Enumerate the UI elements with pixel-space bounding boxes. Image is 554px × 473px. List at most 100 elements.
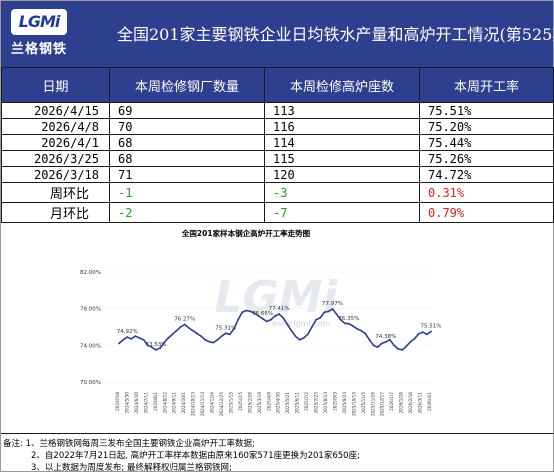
data-point: [241, 311, 244, 314]
cell-rate: 75.26%: [419, 150, 554, 167]
table-row: 2026/4/8 70 116 75.20%: [1, 118, 554, 135]
data-point: [360, 329, 363, 332]
data-point: [302, 337, 305, 339]
data-point: [376, 346, 379, 349]
data-point: [380, 342, 383, 345]
data-point: [196, 332, 198, 335]
data-point: [282, 316, 285, 319]
data-point: [146, 344, 149, 347]
x-tick-label: 2025/12/17: [380, 392, 385, 416]
data-point: [425, 333, 428, 336]
data-point: [187, 327, 190, 329]
data-point: [159, 347, 161, 349]
data-point: [364, 332, 367, 335]
cell-furnaces: 120: [264, 166, 420, 183]
x-tick-label: 2025/3/19: [257, 392, 262, 414]
column-header-date: 日期: [1, 67, 110, 103]
data-point: [233, 327, 235, 330]
data-label: 74.92%: [117, 329, 138, 335]
x-tick-label: 2026/4/1: [427, 392, 432, 411]
data-point: [171, 333, 174, 336]
cell-date: 2026/3/18: [1, 166, 110, 183]
data-point: [155, 349, 157, 351]
data-point: [183, 323, 186, 326]
cell-date: 2026/4/1: [1, 134, 110, 151]
data-point: [278, 313, 281, 315]
data-point: [237, 318, 239, 321]
x-tick-label: 2025/9/24: [342, 392, 347, 414]
data-point: [212, 341, 215, 344]
mom-furnaces: -7: [264, 202, 420, 223]
x-tick-label: 2024/11/13: [200, 392, 205, 416]
wow-rate: 0.31%: [419, 182, 554, 203]
y-tick-label: 82.00%: [80, 270, 101, 276]
table-row: 2026/3/18 71 120 74.72%: [1, 166, 554, 183]
wow-furnaces: -3: [264, 182, 420, 203]
data-point: [347, 322, 350, 325]
x-tick-label: 2024/10/23: [191, 392, 196, 416]
series-points: [118, 308, 432, 351]
cell-furnaces: 116: [264, 118, 420, 135]
data-point: [126, 336, 129, 338]
data-point: [311, 326, 313, 328]
table-row: 2026/3/25 68 115 75.26%: [1, 150, 554, 167]
cell-rate: 75.20%: [419, 118, 554, 135]
data-point: [163, 341, 166, 344]
x-tick-label: 2024/5/8: [115, 392, 120, 411]
data-label: 76.27%: [174, 317, 195, 323]
data-point: [331, 308, 334, 310]
data-point: [356, 327, 359, 330]
data-point: [138, 337, 141, 339]
note-1: 备注: 1、兰格钢铁网每周三发布全国主要钢铁企业高炉开工率数据;: [3, 439, 255, 449]
x-tick-label: 2024/9/11: [172, 392, 177, 414]
cell-mills: 69: [109, 102, 265, 119]
cell-rate: 75.51%: [419, 102, 554, 119]
column-header-rate: 本周开工率: [419, 67, 554, 103]
x-tick-label: 2024/7/11: [143, 392, 148, 414]
data-point: [142, 338, 145, 341]
y-tick-label: 74.00%: [80, 343, 101, 349]
data-label: 75.31%: [215, 325, 236, 331]
data-point: [257, 315, 260, 317]
data-point: [191, 329, 194, 332]
x-tick-label: 2026/1/28: [399, 392, 404, 414]
data-label: 73.53%: [145, 342, 166, 348]
cell-mills: 70: [109, 118, 265, 135]
x-tick-label: 2025/7/23: [314, 392, 319, 414]
data-point: [200, 335, 203, 338]
x-tick-label: 2025/7/2: [304, 392, 309, 411]
cell-mills: 68: [109, 134, 265, 151]
x-tick-label: 2025/9/3: [332, 392, 337, 411]
data-label: 77.41%: [269, 306, 290, 312]
data-point: [290, 329, 293, 332]
table-row: 2026/4/15 69 113 75.51%: [1, 102, 554, 119]
x-tick-label: 2024/12/25: [219, 392, 224, 416]
data-label: 77.97%: [322, 301, 343, 307]
cell-furnaces: 115: [264, 150, 420, 167]
brand-logo: LGMi 兰格钢铁: [9, 7, 69, 59]
x-tick-label: 2024/12/4: [210, 392, 215, 414]
data-point: [352, 325, 354, 327]
wow-mills: -1: [109, 182, 265, 203]
data-point: [417, 332, 420, 335]
logo-text: LGMi: [18, 12, 61, 31]
data-point: [421, 331, 424, 334]
x-tick-label: 2025/4/9: [266, 392, 271, 411]
x-tick-label: 2026/3/11: [418, 392, 423, 414]
cell-furnaces: 114: [264, 134, 420, 151]
chart-area: 全国201家样本钢企高炉开工率走势图 LGMi www.lgmi.com 82.0…: [1, 222, 553, 433]
data-point: [335, 313, 338, 316]
data-point: [294, 335, 297, 338]
cell-mills: 71: [109, 166, 265, 183]
logo-subtitle: 兰格钢铁: [10, 42, 67, 57]
month-over-month-row: 月环比 -2 -7 0.79%: [1, 202, 554, 223]
mom-label: 月环比: [1, 202, 110, 223]
data-point: [118, 342, 120, 345]
mom-mills: -2: [109, 202, 265, 223]
x-tick-label: 2026/2/18: [408, 392, 413, 414]
data-point: [216, 338, 219, 341]
data-point: [134, 335, 137, 338]
